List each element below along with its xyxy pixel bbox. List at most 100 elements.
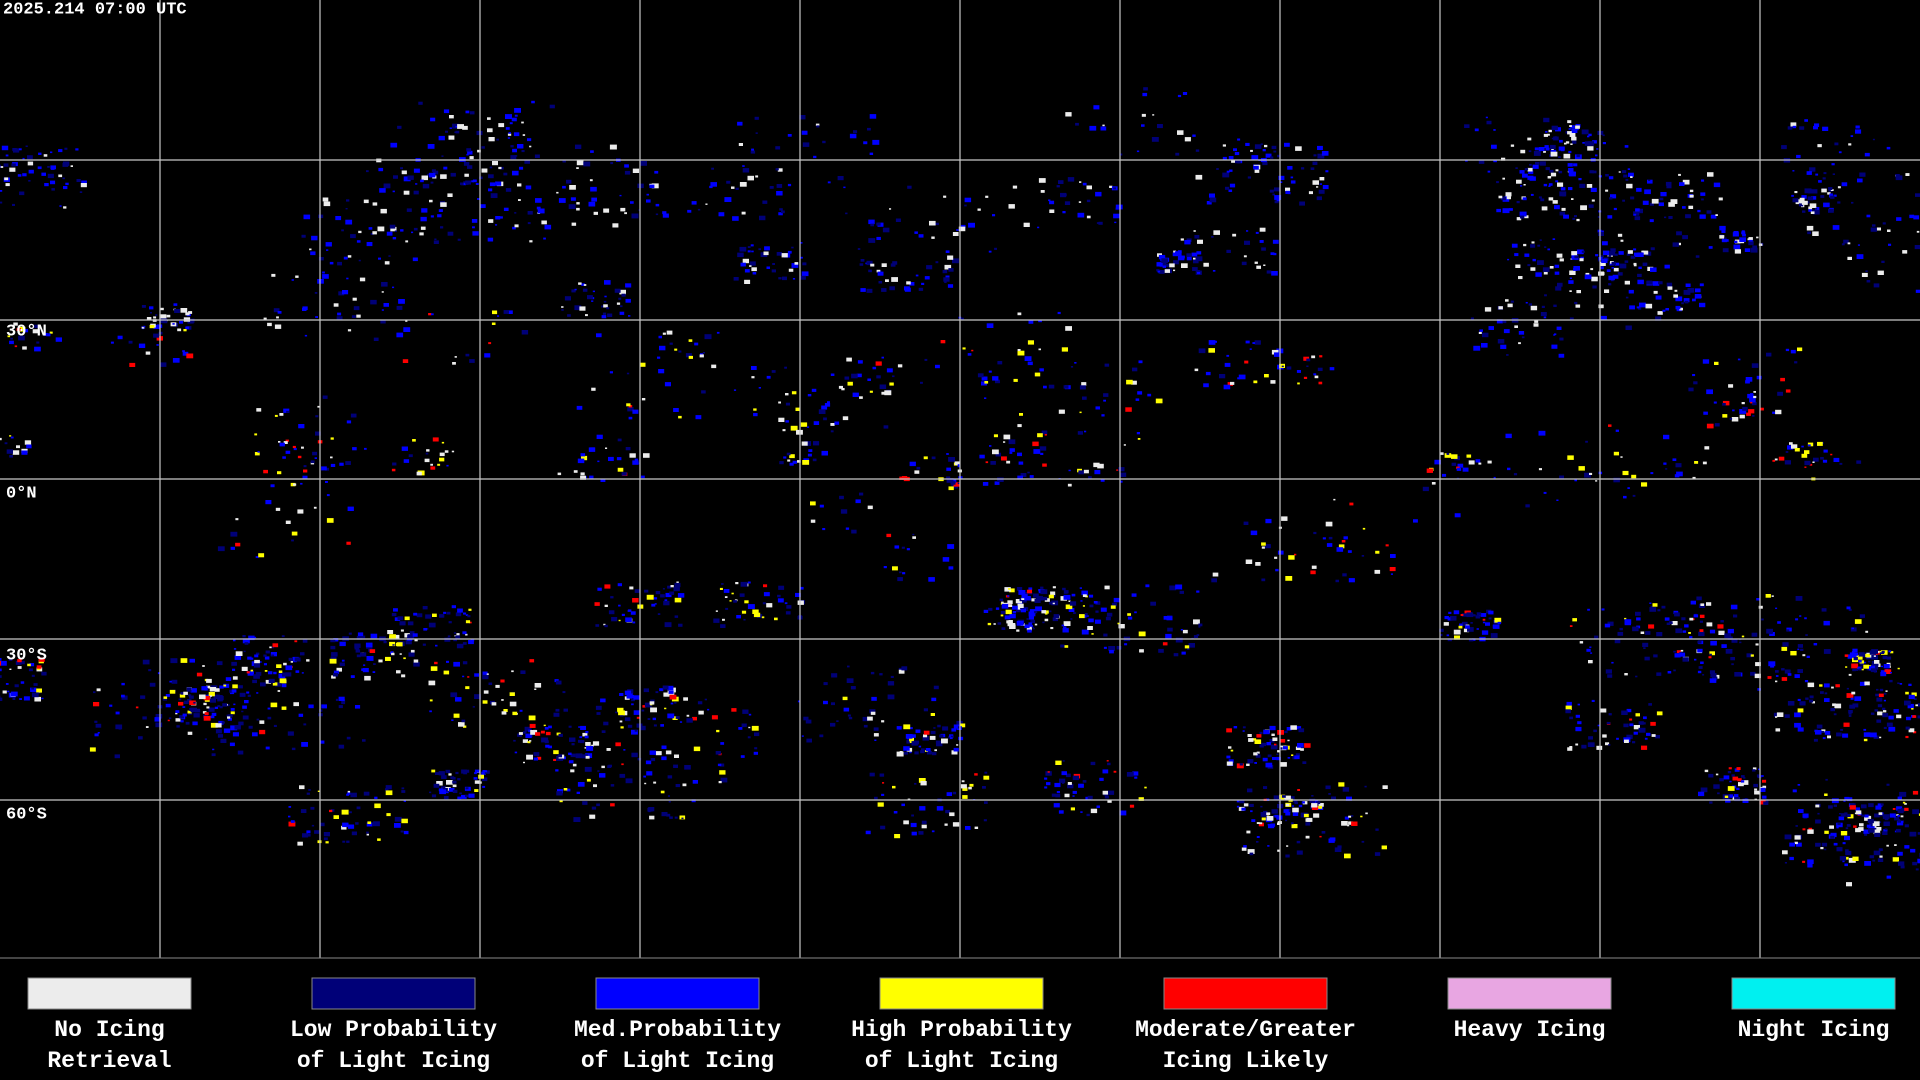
imagery-pixel [1617,233,1623,237]
imagery-pixel [1895,828,1901,833]
imagery-pixel [1226,761,1233,766]
imagery-pixel [1169,263,1175,268]
imagery-pixel [731,186,735,189]
imagery-pixel [1046,782,1051,786]
imagery-pixel [1063,626,1067,629]
imagery-pixel [619,720,623,723]
imagery-pixel [1785,389,1791,393]
imagery-pixel [115,724,123,730]
imagery-pixel [751,148,754,151]
imagery-pixel [47,166,50,168]
imagery-pixel [1814,207,1818,210]
imagery-pixel [1374,852,1381,856]
imagery-pixel [1682,206,1686,209]
imagery-pixel [697,208,701,211]
imagery-pixel [1605,742,1610,746]
imagery-pixel [206,706,210,709]
imagery-pixel [288,815,291,818]
imagery-pixel [1802,654,1806,657]
imagery-pixel [1273,814,1276,817]
imagery-pixel [1458,625,1463,629]
imagery-pixel [807,453,812,457]
imagery-pixel [1034,598,1041,603]
imagery-pixel [1892,857,1899,862]
imagery-pixel [1851,201,1854,204]
imagery-pixel [631,698,635,702]
imagery-pixel [805,719,812,724]
imagery-pixel [576,160,584,166]
imagery-pixel [1835,684,1840,688]
imagery-pixel [1545,147,1550,151]
imagery-pixel [1717,624,1724,629]
imagery-pixel [1604,623,1611,628]
imagery-pixel [1017,475,1023,480]
imagery-pixel [1884,817,1889,821]
imagery-pixel [869,709,876,714]
imagery-pixel [1197,271,1201,275]
imagery-pixel [1576,128,1579,131]
imagery-pixel [707,708,710,711]
imagery-pixel [1027,629,1032,633]
imagery-pixel [1518,342,1521,345]
imagery-pixel [1134,776,1138,779]
imagery-pixel [651,183,659,189]
imagery-pixel [403,327,411,332]
imagery-pixel [582,801,588,805]
imagery-pixel [977,373,984,378]
imagery-pixel [465,620,471,624]
imagery-pixel [541,737,549,743]
imagery-pixel [1575,714,1580,718]
imagery-pixel [117,335,123,340]
imagery-pixel [1131,593,1137,597]
imagery-pixel [562,185,566,189]
imagery-pixel [573,470,578,473]
imagery-pixel [1817,144,1822,148]
imagery-pixel [1555,180,1559,183]
legend-swatch [1447,977,1612,1010]
imagery-pixel [1281,516,1288,521]
imagery-pixel [971,349,974,352]
imagery-pixel [1644,737,1648,740]
imagery-pixel [1879,650,1882,653]
imagery-pixel [1251,155,1259,160]
imagery-pixel [1588,204,1594,208]
imagery-pixel [488,175,492,178]
imagery-pixel [1233,148,1237,152]
imagery-pixel [219,685,224,689]
imagery-pixel [766,375,771,379]
imagery-pixel [873,727,879,731]
imagery-pixel [912,536,916,539]
imagery-pixel [930,730,936,735]
imagery-pixel [400,229,404,232]
imagery-pixel [762,602,766,605]
imagery-pixel [466,153,469,156]
imagery-pixel [1657,609,1661,612]
imagery-pixel [1094,619,1101,624]
imagery-pixel [1674,474,1680,478]
imagery-pixel [827,401,830,404]
imagery-pixel [1059,778,1066,783]
imagery-pixel [1870,668,1877,673]
imagery-pixel [1824,692,1828,695]
imagery-pixel [1147,393,1152,397]
imagery-pixel [1311,795,1314,797]
imagery-pixel [301,234,306,238]
imagery-pixel [529,740,532,742]
imagery-pixel [1554,271,1560,275]
imagery-pixel [573,817,581,822]
imagery-pixel [1001,456,1007,461]
imagery-pixel [1734,239,1741,244]
imagery-pixel [168,717,172,720]
imagery-pixel [1233,726,1238,729]
imagery-pixel [1286,845,1289,847]
imagery-pixel [952,232,959,236]
imagery-pixel [1871,654,1878,660]
imagery-pixel [169,680,172,683]
imagery-pixel [863,724,868,728]
imagery-pixel [962,787,968,791]
imagery-pixel [579,306,586,311]
imagery-pixel [535,198,542,203]
imagery-pixel [974,773,978,776]
imagery-pixel [372,671,376,673]
imagery-pixel [687,209,692,213]
